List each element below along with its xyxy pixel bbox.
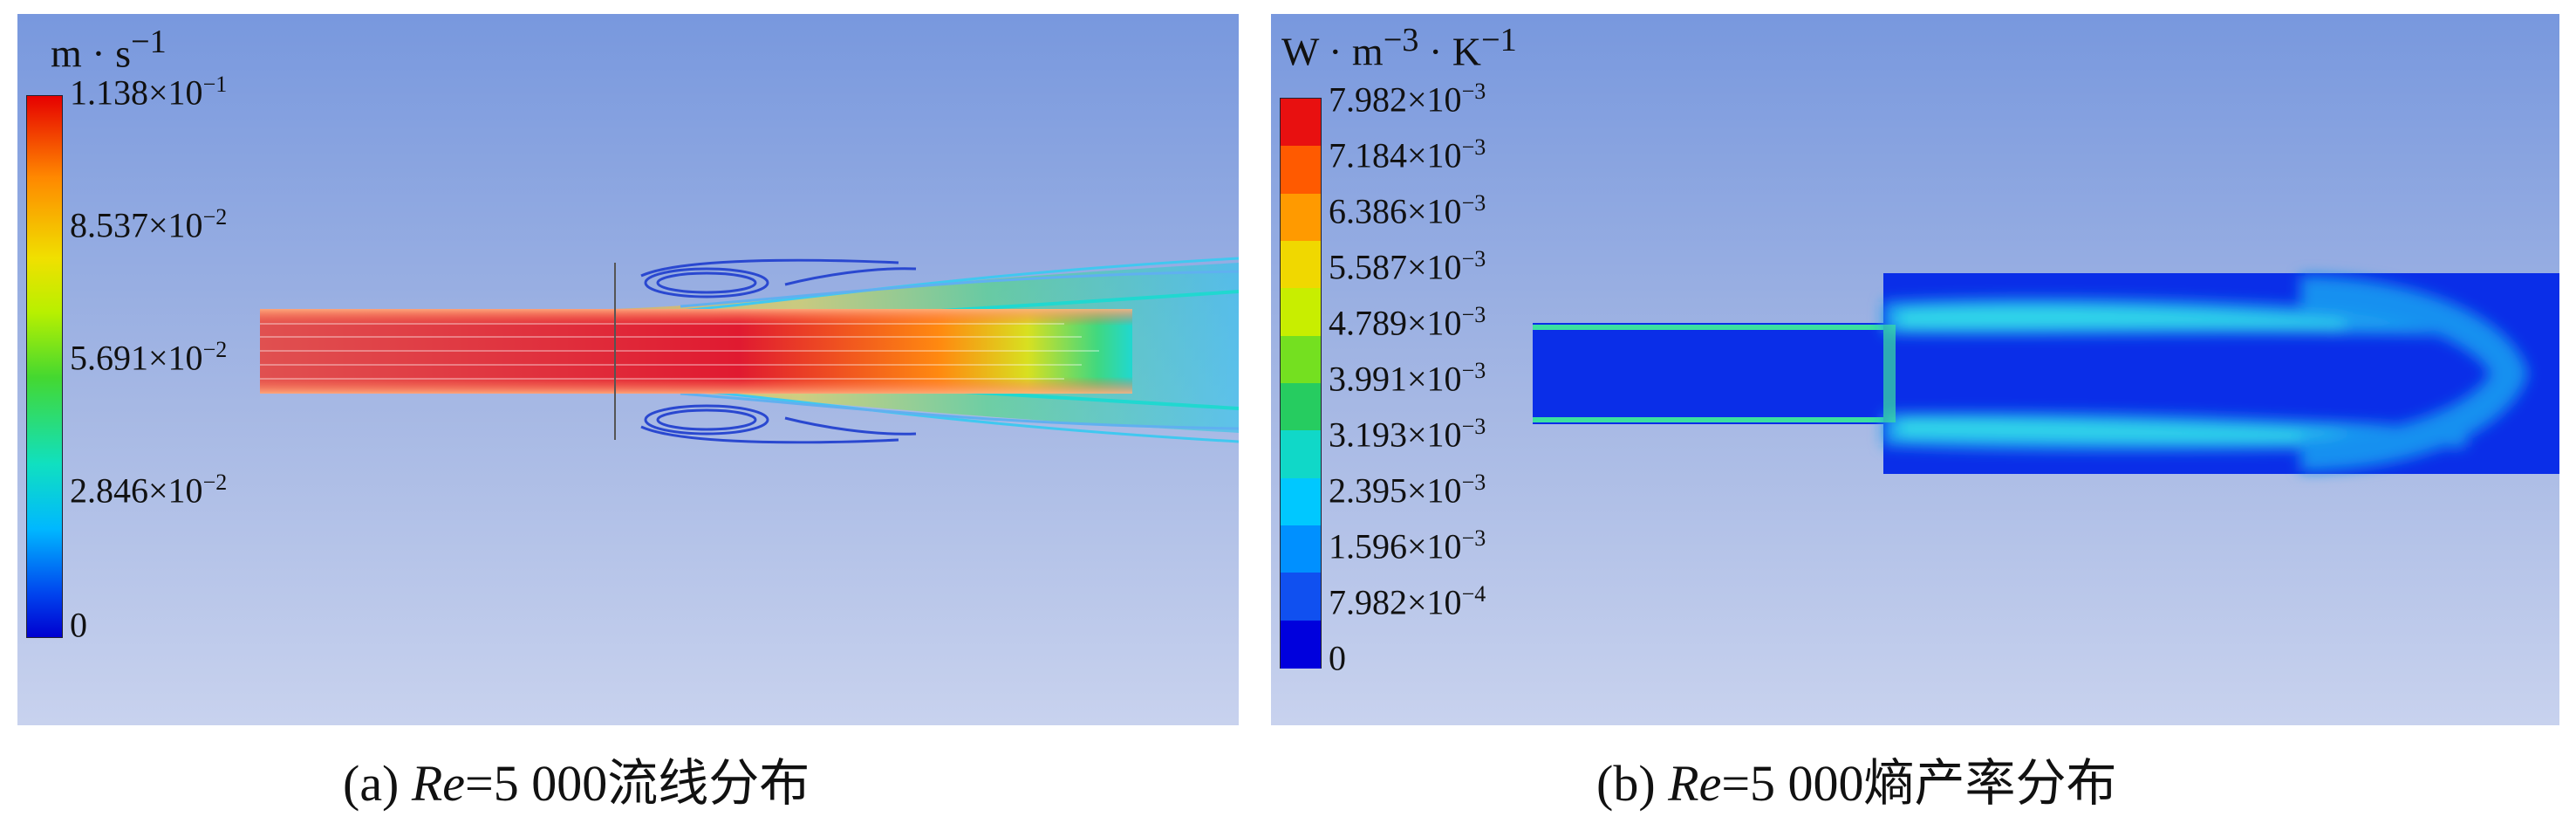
- streamline-panel: m · s−1 1.138×10−1 8.537×10−2 5.691×10−2…: [17, 14, 1239, 725]
- caption-entropy: (b) Re=5 000熵产率分布: [1596, 755, 2117, 812]
- colorbar-tick: 0: [70, 605, 87, 645]
- colorbar-step: [1281, 146, 1321, 195]
- streamline-field: [260, 257, 1239, 444]
- colorbar-step: [1281, 288, 1321, 337]
- colorbar-tick: 3.991×10−3: [1329, 358, 1486, 399]
- colorbar-tick: 6.386×10−3: [1329, 190, 1486, 231]
- colorbar-tick: 2.846×10−2: [70, 470, 228, 511]
- colorbar-step: [1281, 241, 1321, 290]
- entropy-field: [1533, 273, 2559, 474]
- colorbar-tick: 5.691×10−2: [70, 337, 228, 378]
- colorbar-tick: 1.138×10−1: [70, 72, 228, 113]
- colorbar-tick: 3.193×10−3: [1329, 414, 1486, 455]
- colorbar-tick: 7.184×10−3: [1329, 134, 1486, 175]
- colorbar-step: [1281, 383, 1321, 432]
- entropy-unit: W · m−3 · K−1: [1281, 22, 1517, 74]
- colorbar-step: [1281, 430, 1321, 479]
- velocity-unit: m · s−1: [51, 24, 167, 76]
- entropy-colorbar: [1280, 98, 1322, 669]
- colorbar-tick: 7.982×10−4: [1329, 581, 1486, 622]
- lower-recirculation-vortex: [640, 404, 917, 444]
- colorbar-tick: 5.587×10−3: [1329, 246, 1486, 287]
- caption-streamline: (a) Re=5 000流线分布: [343, 755, 810, 812]
- colorbar-tick: 8.537×10−2: [70, 204, 228, 245]
- upper-recirculation-vortex: [640, 258, 917, 298]
- colorbar-step: [1281, 620, 1321, 669]
- colorbar-tick: 2.395×10−3: [1329, 470, 1486, 511]
- colorbar-step: [1281, 477, 1321, 527]
- colorbar-tick: 4.789×10−3: [1329, 302, 1486, 343]
- colorbar-tick: 7.982×10−3: [1329, 79, 1486, 120]
- entropy-panel: W · m−3 · K−1 7.982×10−3 7.184×10−3 6.38…: [1271, 14, 2559, 725]
- velocity-colorbar: [26, 95, 63, 638]
- colorbar-tick: 0: [1329, 638, 1346, 678]
- inlet-channel: [1533, 323, 1883, 424]
- colorbar-tick: 1.596×10−3: [1329, 525, 1486, 566]
- colorbar-step: [1281, 335, 1321, 385]
- colorbar-step: [1281, 573, 1321, 621]
- colorbar-step: [1281, 193, 1321, 243]
- colorbar-step: [1281, 525, 1321, 574]
- colorbar-step: [1281, 99, 1321, 148]
